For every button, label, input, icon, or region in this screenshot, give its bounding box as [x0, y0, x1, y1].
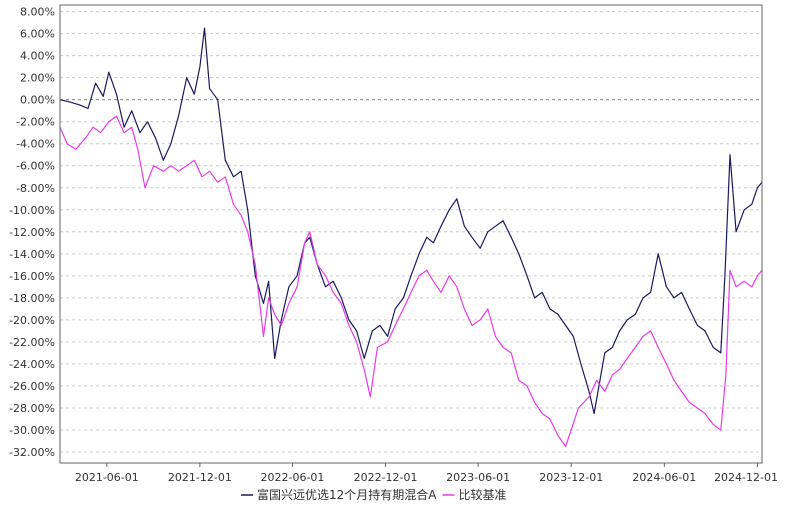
y-tick-label: 8.00% [20, 6, 55, 19]
y-tick-label: -2.00% [16, 116, 55, 129]
x-tick-label: 2021-06-01 [75, 471, 139, 484]
y-tick-label: 6.00% [20, 28, 55, 41]
legend: 富国兴远优选12个月持有期混合A 比较基准 [241, 487, 507, 502]
x-tick-label: 2023-06-01 [446, 471, 510, 484]
x-tick-label: 2022-12-01 [354, 471, 418, 484]
x-tick-label: 2024-06-01 [632, 471, 696, 484]
series-line-benchmark [59, 115, 763, 448]
y-tick-label: -20.00% [9, 314, 55, 327]
series-line-fund [59, 27, 763, 415]
y-tick-label: 2.00% [20, 72, 55, 85]
y-tick-label: -10.00% [9, 204, 55, 217]
y-tick-label: -26.00% [9, 380, 55, 393]
y-tick-label: -6.00% [16, 160, 55, 173]
y-tick-label: -24.00% [9, 358, 55, 371]
series-lines [59, 27, 763, 448]
y-tick-label: 0.00% [20, 94, 55, 107]
y-tick-label: -12.00% [9, 226, 55, 239]
x-tick-label: 2023-12-01 [539, 471, 603, 484]
legend-label-fund: 富国兴远优选12个月持有期混合A [257, 487, 437, 502]
y-tick-label: -8.00% [16, 182, 55, 195]
x-tick-label: 2022-06-01 [261, 471, 325, 484]
legend-label-benchmark: 比较基准 [458, 487, 506, 502]
y-tick-label: -16.00% [9, 270, 55, 283]
y-axis-ticks: 8.00% 6.00% 4.00% 2.00% 0.00% -2.00% -4.00% -6.… [9, 6, 55, 459]
grid-lines [60, 11, 762, 453]
y-tick-label: -18.00% [9, 292, 55, 305]
y-tick-label: -4.00% [16, 138, 55, 151]
y-tick-label: -22.00% [9, 336, 55, 349]
x-axis-ticks: 2021-06-01 2021-12-01 2022-06-01 2022-12-01… [75, 463, 778, 484]
plot-frame [59, 4, 763, 464]
y-tick-label: -32.00% [9, 446, 55, 459]
y-tick-label: 4.00% [20, 50, 55, 63]
x-tick-label: 2024-12-01 [714, 471, 778, 484]
y-tick-label: -30.00% [9, 424, 55, 437]
y-tick-label: -14.00% [9, 248, 55, 261]
x-tick-label: 2021-12-01 [168, 471, 232, 484]
y-tick-label: -28.00% [9, 402, 55, 415]
